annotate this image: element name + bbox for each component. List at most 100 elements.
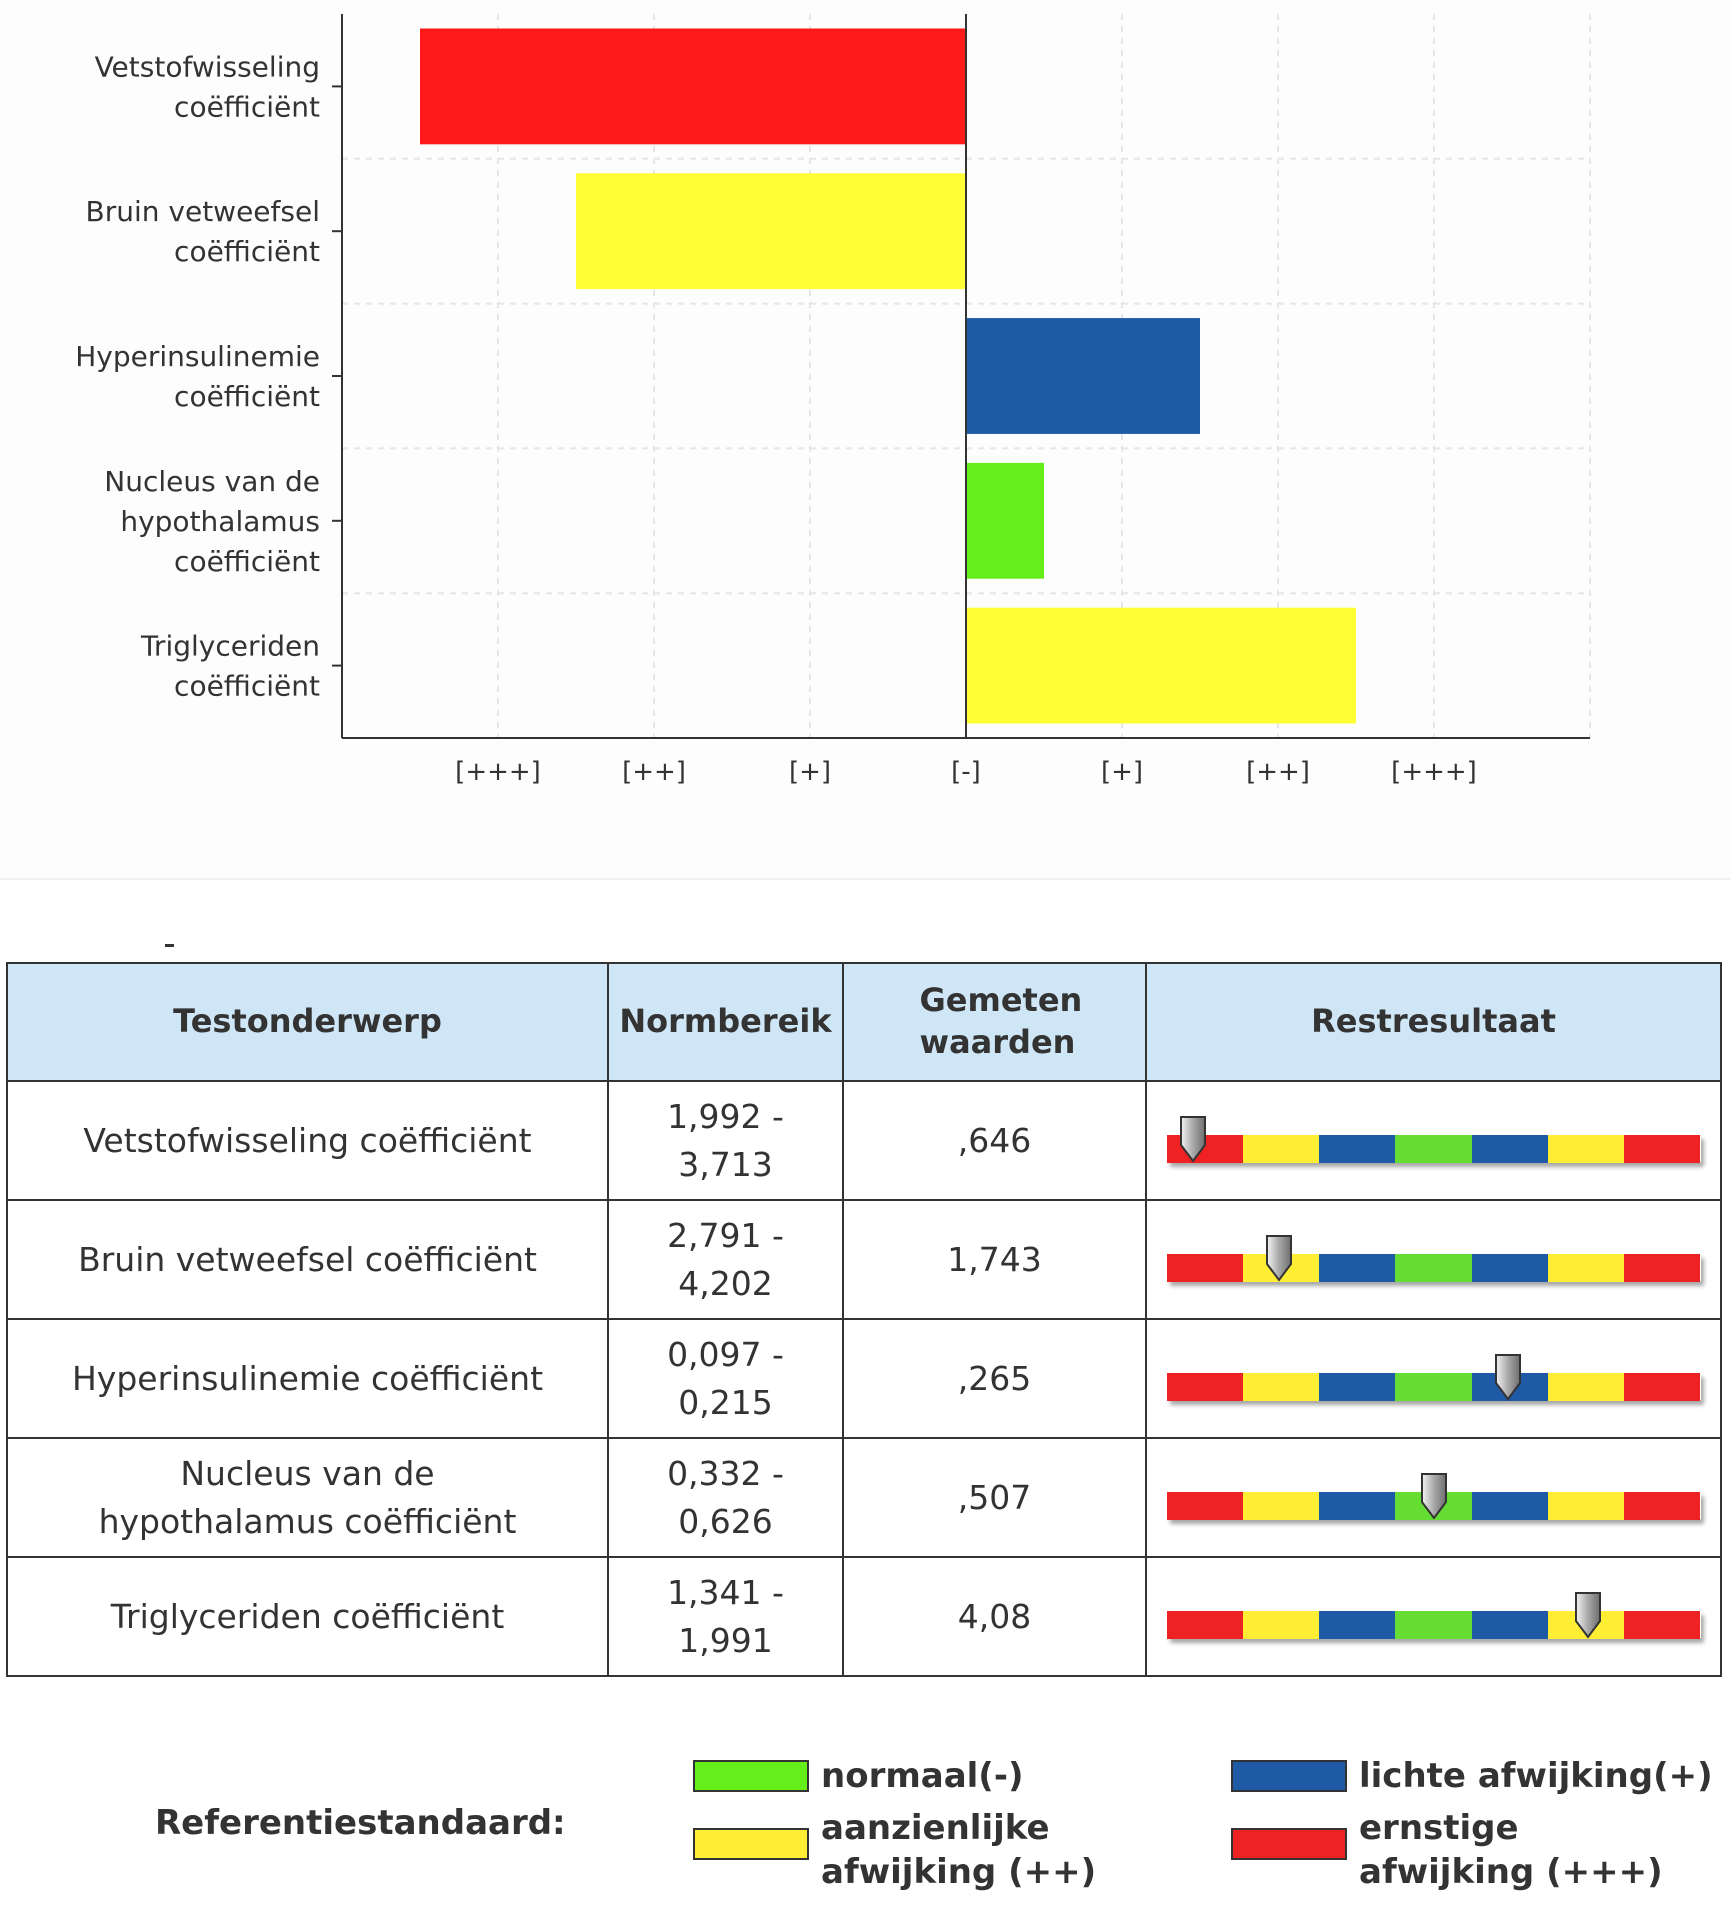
table-row: Nucleus van de hypothalamus coëfficiënt 0… (6, 1437, 1722, 1558)
legend-item-lichte-afwijking: lichte afwijking(+) (1231, 1754, 1713, 1798)
scale-segment (1242, 1491, 1320, 1520)
x-tick-label: [+++] (1391, 757, 1477, 787)
scale-segment (1395, 1610, 1472, 1639)
scale-segment (1166, 1610, 1243, 1639)
y-tick-label: Triglyceriden (140, 630, 320, 663)
header-gemeten-waarden: Gemeten waarden (842, 962, 1147, 1082)
table-header-row: Testonderwerp Normbereik Gemeten waarden… (6, 962, 1722, 1082)
cell-normbereik: 1,341 - 1,991 (607, 1556, 844, 1677)
bar (420, 28, 966, 145)
x-tick-label: [++] (622, 757, 686, 787)
result-scale (1166, 1591, 1701, 1643)
marker-icon (1495, 1353, 1522, 1401)
scale-segment (1624, 1253, 1701, 1282)
bar (966, 607, 1356, 724)
scale-segment (1624, 1134, 1701, 1163)
y-tick-label: coëfficiënt (174, 235, 320, 268)
result-scale (1166, 1472, 1701, 1524)
scale-segment (1624, 1491, 1701, 1520)
bar (576, 173, 966, 290)
chart-background (0, 0, 1731, 878)
subject-text: Bruin vetweefsel coëfficiënt (78, 1239, 537, 1279)
subject-text: Hyperinsulinemie coëfficiënt (71, 1358, 544, 1398)
table-row: Bruin vetweefsel coëfficiënt 2,791 - 4,20… (6, 1199, 1722, 1320)
scale-segment (1242, 1134, 1320, 1163)
table-row: Triglyceriden coëfficiënt 1,341 - 1,991 4,… (6, 1556, 1722, 1677)
range-text: 0,097 - 0,215 (667, 1334, 784, 1422)
bar (966, 462, 1044, 579)
header-restresultaat: Restresultaat (1145, 962, 1722, 1082)
cell-restresultaat (1145, 1080, 1722, 1201)
y-tick-label: coëfficiënt (174, 380, 320, 413)
cell-normbereik: 0,332 - 0,626 (607, 1437, 844, 1558)
cell-testonderwerp: Bruin vetweefsel coëfficiënt (6, 1199, 609, 1320)
cell-testonderwerp: Triglyceriden coëfficiënt (6, 1556, 609, 1677)
scale-bar (1166, 1372, 1701, 1401)
legend-label-normaal: normaal(-) (821, 1756, 1024, 1796)
header-normbereik: Normbereik (607, 962, 844, 1082)
section-divider (0, 878, 1731, 880)
scale-bar (1166, 1134, 1701, 1163)
cell-normbereik: 2,791 - 4,202 (607, 1199, 844, 1320)
table-row: Vetstofwisseling coëfficiënt 1,992 - 3,71… (6, 1080, 1722, 1201)
cell-gemeten-waarden: ,265 (842, 1318, 1147, 1439)
scale-segment (1319, 1610, 1396, 1639)
header-testonderwerp: Testonderwerp (6, 962, 609, 1082)
legend-title: Referentiestandaard: (155, 1803, 566, 1843)
scale-segment (1319, 1491, 1396, 1520)
scale-segment (1624, 1610, 1701, 1639)
range-text: 1,341 - 1,991 (667, 1572, 784, 1660)
legend-swatch-normaal (693, 1760, 809, 1792)
scale-segment (1471, 1253, 1548, 1282)
scale-segment (1395, 1134, 1472, 1163)
cell-normbereik: 1,992 - 3,713 (607, 1080, 844, 1201)
bar-chart: Vetstofwisseling coëfficiënt Bruin vetweef… (75, 14, 1591, 787)
x-tick-label: [+] (789, 757, 831, 787)
legend-swatch-ernstige-afwijking (1231, 1828, 1347, 1860)
result-scale (1166, 1115, 1701, 1167)
y-tick-label: coëfficiënt (174, 670, 320, 703)
x-tick-label: [-] (951, 757, 981, 787)
subject-text: Nucleus van de hypothalamus coëfficiënt (98, 1453, 517, 1541)
range-text: 0,332 - 0,626 (667, 1453, 784, 1541)
cell-restresultaat (1145, 1199, 1722, 1320)
x-tick-label: [+++] (455, 757, 541, 787)
subject-text: Triglyceriden coëfficiënt (110, 1596, 505, 1636)
y-tick-label: Hyperinsulinemie (75, 340, 320, 373)
scale-segment (1242, 1610, 1320, 1639)
scale-segment (1471, 1134, 1548, 1163)
legend-swatch-lichte-afwijking (1231, 1760, 1347, 1792)
range-text: 1,992 - 3,713 (667, 1096, 784, 1184)
range-text: 2,791 - 4,202 (667, 1215, 784, 1303)
scale-segment (1166, 1491, 1243, 1520)
scale-segment (1547, 1253, 1625, 1282)
cell-restresultaat (1145, 1318, 1722, 1439)
y-tick-label: Bruin vetweefsel (86, 195, 320, 228)
header-gemeten-waarden-label: Gemeten waarden (919, 981, 1083, 1061)
y-tick-label: Vetstofwisseling (95, 50, 320, 83)
cell-gemeten-waarden: 1,743 (842, 1199, 1147, 1320)
y-tick-label: coëfficiënt (174, 90, 320, 123)
marker-icon (1420, 1472, 1447, 1520)
scale-segment (1319, 1253, 1396, 1282)
x-tick-label: [+] (1101, 757, 1143, 787)
x-tick-label: [++] (1246, 757, 1310, 787)
legend-item-normaal: normaal(-) (693, 1754, 1024, 1798)
scale-segment (1624, 1372, 1701, 1401)
y-tick-label: Nucleus van de (104, 465, 320, 498)
scale-bar (1166, 1253, 1701, 1282)
scale-segment (1471, 1610, 1548, 1639)
scale-segment (1547, 1134, 1625, 1163)
scale-segment (1319, 1134, 1396, 1163)
cell-normbereik: 0,097 - 0,215 (607, 1318, 844, 1439)
cell-gemeten-waarden: ,646 (842, 1080, 1147, 1201)
legend-item-ernstige-afwijking: ernstige afwijking (+++) (1231, 1806, 1699, 1894)
scale-segment (1395, 1372, 1472, 1401)
scale-segment (1547, 1372, 1625, 1401)
dash-mark (165, 944, 174, 947)
legend: Referentiestandaard: normaal(-) lichte a… (0, 1740, 1731, 1920)
scale-segment (1395, 1253, 1472, 1282)
cell-testonderwerp: Vetstofwisseling coëfficiënt (6, 1080, 609, 1201)
cell-testonderwerp: Nucleus van de hypothalamus coëfficiënt (6, 1437, 609, 1558)
y-tick-label: hypothalamus (120, 505, 320, 538)
